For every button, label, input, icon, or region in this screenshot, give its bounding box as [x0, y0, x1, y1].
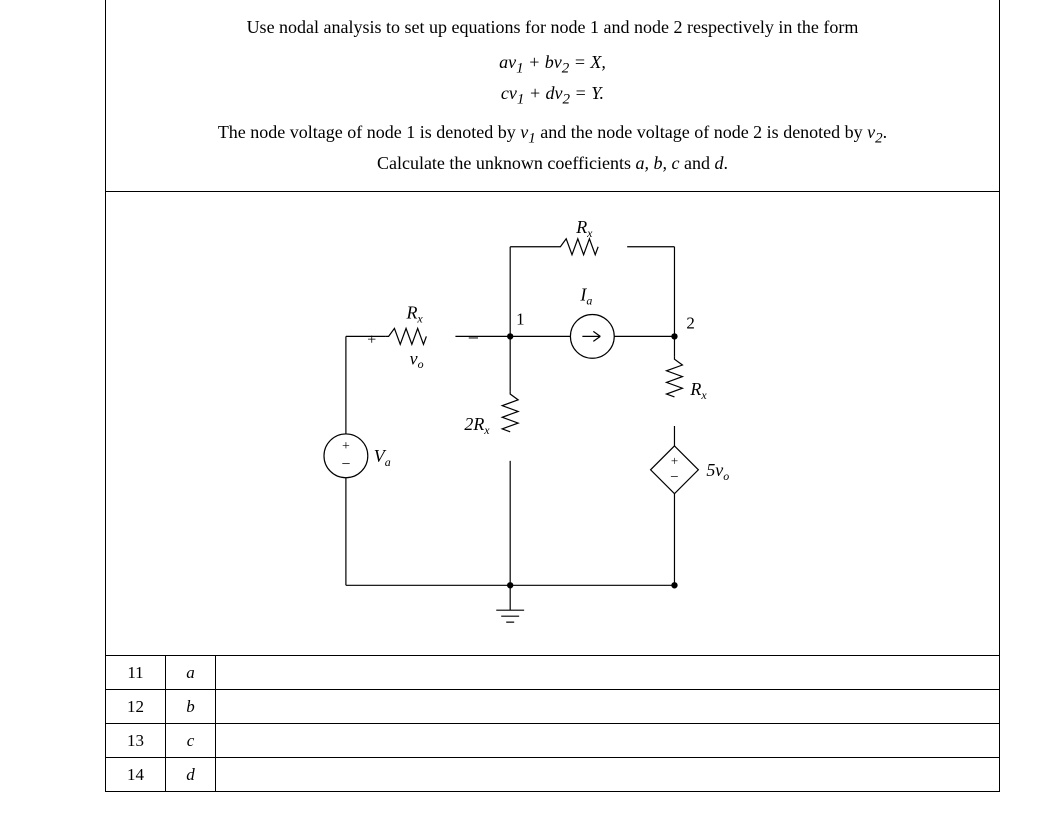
answer-blank [216, 758, 999, 791]
svg-text:2: 2 [686, 314, 694, 333]
answer-row: 11a [105, 656, 1000, 690]
svg-text:Ia: Ia [579, 285, 592, 308]
svg-text:Rx: Rx [405, 303, 423, 326]
svg-text:+: + [671, 453, 678, 468]
answer-symbol: b [166, 690, 216, 723]
svg-text:Va: Va [374, 446, 391, 469]
answer-number: 13 [106, 724, 166, 757]
svg-text:−: − [670, 470, 678, 486]
svg-text:2Rx: 2Rx [464, 414, 490, 437]
svg-text:Rx: Rx [575, 217, 593, 240]
answer-blank [216, 656, 999, 689]
svg-text:1: 1 [516, 310, 524, 329]
svg-text:−: − [341, 456, 350, 473]
circuit-figure: Rx Rx + − vo 1 Ia 2 2Rx + − Va Rx + − 5vo [105, 191, 1000, 656]
answer-number: 14 [106, 758, 166, 791]
svg-text:Rx: Rx [689, 379, 707, 402]
answer-row: 13c [105, 724, 1000, 758]
answer-symbol: d [166, 758, 216, 791]
answer-number: 11 [106, 656, 166, 689]
answer-symbol: c [166, 724, 216, 757]
svg-text:+: + [342, 439, 350, 454]
svg-text:vo: vo [410, 349, 424, 372]
answer-blank [216, 724, 999, 757]
svg-text:+: + [367, 332, 376, 349]
equation-block: av1 + bv2 = X, cv1 + dv2 = Y. [136, 49, 969, 111]
answer-blank [216, 690, 999, 723]
answer-symbol: a [166, 656, 216, 689]
circuit-svg: Rx Rx + − vo 1 Ia 2 2Rx + − Va Rx + − 5vo [106, 192, 999, 655]
answer-number: 12 [106, 690, 166, 723]
answer-row: 12b [105, 690, 1000, 724]
question-intro: Use nodal analysis to set up equations f… [247, 17, 859, 37]
svg-text:5vo: 5vo [706, 460, 729, 483]
answer-row: 14d [105, 758, 1000, 792]
question-text: Use nodal analysis to set up equations f… [105, 0, 1000, 191]
svg-text:−: − [468, 328, 479, 350]
